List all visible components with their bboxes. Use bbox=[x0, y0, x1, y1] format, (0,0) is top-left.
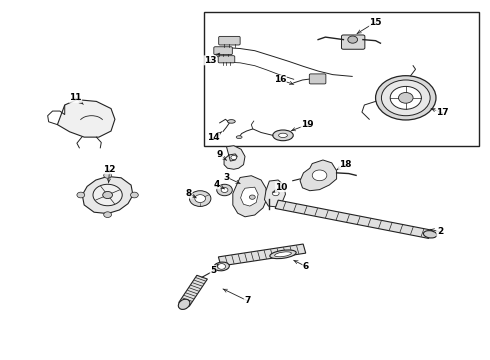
Polygon shape bbox=[233, 176, 267, 217]
Polygon shape bbox=[275, 200, 432, 238]
FancyBboxPatch shape bbox=[218, 56, 235, 63]
Circle shape bbox=[381, 80, 430, 116]
Circle shape bbox=[190, 191, 211, 206]
Text: 7: 7 bbox=[244, 296, 250, 305]
Circle shape bbox=[104, 212, 112, 217]
Text: 18: 18 bbox=[339, 161, 351, 170]
Text: 11: 11 bbox=[69, 93, 82, 102]
Circle shape bbox=[77, 192, 85, 198]
Circle shape bbox=[103, 192, 113, 199]
Ellipse shape bbox=[227, 120, 235, 123]
Circle shape bbox=[312, 170, 327, 181]
Text: 16: 16 bbox=[274, 76, 286, 85]
Ellipse shape bbox=[236, 136, 242, 139]
Bar bbox=[203, 12, 479, 146]
Polygon shape bbox=[265, 180, 286, 207]
Ellipse shape bbox=[270, 250, 296, 258]
Text: 15: 15 bbox=[369, 18, 382, 27]
Polygon shape bbox=[179, 275, 207, 306]
Polygon shape bbox=[224, 146, 245, 169]
Circle shape bbox=[390, 86, 421, 109]
Circle shape bbox=[104, 172, 112, 178]
Polygon shape bbox=[241, 187, 258, 206]
Polygon shape bbox=[219, 244, 306, 266]
Ellipse shape bbox=[279, 133, 288, 138]
Polygon shape bbox=[57, 100, 115, 137]
FancyBboxPatch shape bbox=[309, 74, 326, 84]
Text: 17: 17 bbox=[436, 108, 449, 117]
Circle shape bbox=[221, 188, 228, 193]
Circle shape bbox=[348, 36, 358, 43]
Text: 12: 12 bbox=[103, 165, 116, 174]
Circle shape bbox=[217, 184, 232, 196]
Text: 8: 8 bbox=[186, 189, 192, 198]
Circle shape bbox=[231, 156, 237, 159]
Ellipse shape bbox=[423, 231, 437, 238]
FancyBboxPatch shape bbox=[342, 35, 365, 49]
Circle shape bbox=[375, 76, 436, 120]
Ellipse shape bbox=[214, 262, 229, 271]
Text: 10: 10 bbox=[275, 183, 288, 192]
Circle shape bbox=[195, 195, 205, 203]
Polygon shape bbox=[300, 160, 337, 191]
Text: 19: 19 bbox=[301, 120, 314, 129]
Text: 5: 5 bbox=[210, 266, 217, 275]
Text: 6: 6 bbox=[303, 262, 309, 271]
Text: 13: 13 bbox=[204, 56, 216, 65]
Text: 2: 2 bbox=[437, 227, 443, 236]
FancyBboxPatch shape bbox=[214, 47, 232, 55]
Circle shape bbox=[398, 93, 413, 103]
Text: 14: 14 bbox=[207, 133, 220, 142]
Text: 4: 4 bbox=[214, 180, 220, 189]
Ellipse shape bbox=[274, 252, 292, 257]
Circle shape bbox=[272, 191, 279, 196]
Circle shape bbox=[93, 184, 122, 206]
Text: 9: 9 bbox=[217, 150, 223, 159]
Text: 3: 3 bbox=[223, 173, 230, 182]
Circle shape bbox=[249, 195, 255, 199]
Circle shape bbox=[218, 264, 225, 269]
Ellipse shape bbox=[178, 299, 190, 310]
Circle shape bbox=[130, 192, 138, 198]
Polygon shape bbox=[82, 176, 133, 213]
Ellipse shape bbox=[273, 130, 293, 141]
FancyBboxPatch shape bbox=[219, 36, 240, 45]
